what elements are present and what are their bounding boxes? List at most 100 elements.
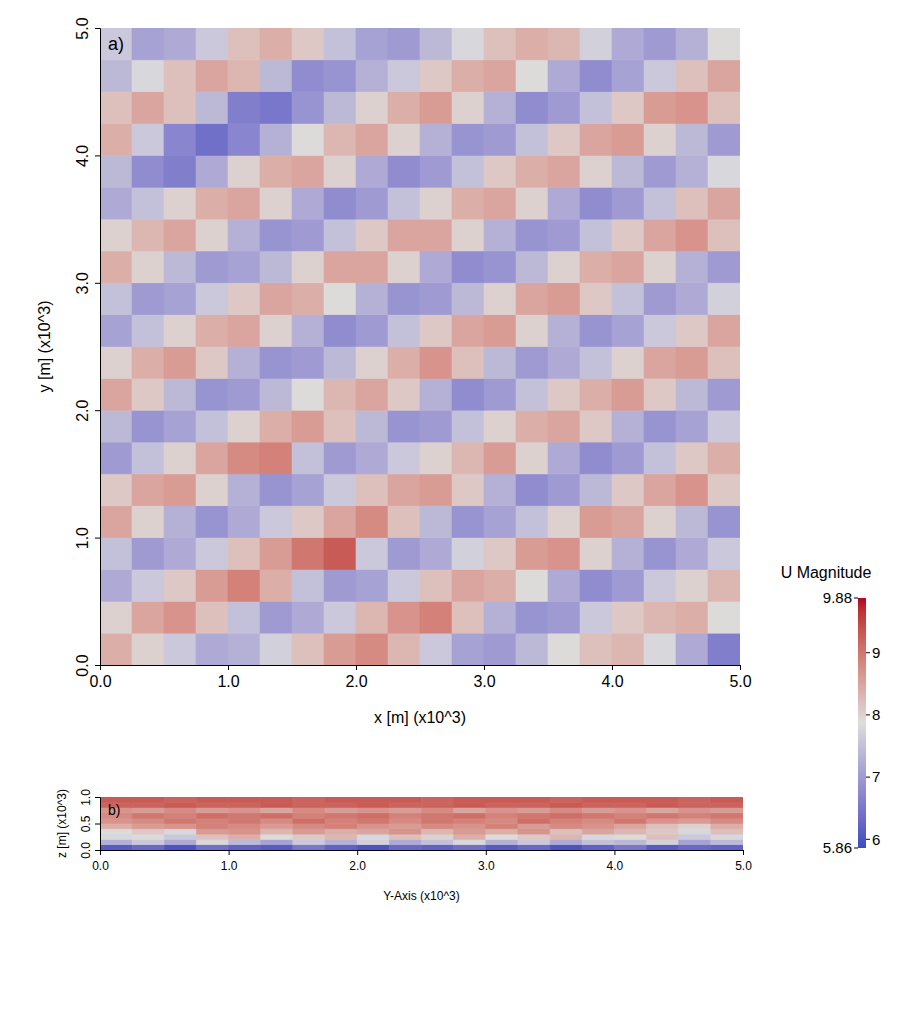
heatmap-cell: [452, 506, 484, 538]
axis-line: [95, 29, 101, 666]
heatmap-cell: [679, 813, 711, 818]
heatmap-cell: [260, 251, 292, 283]
heatmap-cell: [132, 410, 164, 442]
heatmap-cell: [356, 410, 388, 442]
panel-label: a): [108, 34, 124, 54]
heatmap-cell: [356, 474, 388, 506]
colorbar-title: U Magnitude: [781, 564, 872, 581]
heatmap-cell: [356, 347, 388, 379]
colorbar-tick: [854, 598, 858, 599]
heatmap-cell: [228, 569, 260, 601]
heatmap-cell: [644, 187, 676, 219]
heatmap-cell: [196, 219, 228, 251]
y-axis: 0.01.02.03.04.05.0: [74, 17, 101, 676]
heatmap-cell: [196, 60, 228, 92]
heatmap-cell: [711, 818, 743, 823]
heatmap-cell: [229, 802, 261, 807]
heatmap-cell: [612, 60, 644, 92]
heatmap-cell: [164, 506, 196, 538]
heatmap-cell: [293, 845, 325, 850]
tick: 1.0: [79, 789, 100, 806]
heatmap-cell: [452, 187, 484, 219]
heatmap-cell: [196, 442, 228, 474]
heatmap-cell: [516, 92, 548, 124]
heatmap-cell: [357, 845, 389, 850]
heatmap-cell: [388, 474, 420, 506]
heatmap-cell: [580, 506, 612, 538]
heatmap-cell: [325, 808, 357, 813]
heatmap-cell: [484, 442, 516, 474]
heatmap-cell: [518, 797, 550, 802]
heatmap-cell: [516, 347, 548, 379]
heatmap-cell: [516, 474, 548, 506]
heatmap-cell: [614, 818, 646, 823]
heatmap-cell: [518, 834, 550, 839]
heatmap-cell: [196, 818, 228, 823]
heatmap-cell: [260, 410, 292, 442]
heatmap-cell: [228, 251, 260, 283]
heatmap-cell: [357, 829, 389, 834]
heatmap-cell: [422, 829, 454, 834]
heatmap-cell: [548, 28, 580, 60]
heatmap-cell: [614, 802, 646, 807]
heatmap-cell: [612, 187, 644, 219]
heatmap-cell: [356, 538, 388, 570]
heatmap-cell: [260, 28, 292, 60]
heatmap-cell: [454, 813, 486, 818]
tick-label: 3.0: [473, 673, 495, 690]
heatmap-cell: [293, 802, 325, 807]
heatmap-cell: [612, 569, 644, 601]
heatmap-cell: [452, 538, 484, 570]
heatmap-cell: [647, 829, 679, 834]
tick-mark: [95, 824, 100, 825]
heatmap-cell: [228, 410, 260, 442]
heatmap-cell: [516, 187, 548, 219]
heatmap-cell: [324, 347, 356, 379]
heatmap-cell: [229, 834, 261, 839]
heatmap-cell: [612, 474, 644, 506]
tick: 3.0: [473, 665, 495, 690]
heatmap-cell: [164, 155, 196, 187]
heatmap-cell: [548, 378, 580, 410]
heatmap-cell: [356, 315, 388, 347]
heatmap-cell: [676, 251, 708, 283]
heatmap-cell: [420, 410, 452, 442]
heatmap-cell: [420, 251, 452, 283]
heatmap-cell: [132, 813, 164, 818]
colorbar-tick-label: 9.88: [823, 589, 852, 606]
heatmap-cell: [389, 829, 421, 834]
heatmap-cell: [454, 802, 486, 807]
axis-line: [95, 798, 101, 851]
heatmap-cell: [486, 808, 518, 813]
heatmap-cell: [708, 633, 740, 665]
heatmap-cell: [647, 818, 679, 823]
y-axis-title: y [m] (x10^3): [36, 301, 53, 393]
heatmap-cell: [356, 251, 388, 283]
heatmap-cell: [132, 315, 164, 347]
heatmap-cell: [164, 251, 196, 283]
heatmap-cell: [676, 633, 708, 665]
heatmap-cell: [580, 92, 612, 124]
heatmap-cell: [260, 569, 292, 601]
heatmap-cell: [580, 442, 612, 474]
heatmap-cell: [548, 60, 580, 92]
heatmap-cell: [484, 347, 516, 379]
heatmap-cell: [580, 155, 612, 187]
heatmap-cell: [292, 378, 324, 410]
heatmap-cell: [679, 824, 711, 829]
heatmap-cell: [612, 155, 644, 187]
heatmap-cell: [260, 315, 292, 347]
heatmap-cell: [644, 124, 676, 156]
heatmap-cell: [164, 187, 196, 219]
heatmap-cell: [516, 155, 548, 187]
heatmap-cell: [452, 633, 484, 665]
heatmap-cell: [486, 818, 518, 823]
tick-label: 4.0: [601, 673, 623, 690]
heatmap-cell: [164, 569, 196, 601]
heatmap-cell: [100, 474, 132, 506]
heatmap-cell: [229, 845, 261, 850]
heatmap-cell: [388, 569, 420, 601]
heatmap-cell: [260, 124, 292, 156]
heatmap-cell: [356, 28, 388, 60]
heatmap-cell: [679, 845, 711, 850]
